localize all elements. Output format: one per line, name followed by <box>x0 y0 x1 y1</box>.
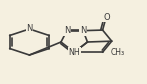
Text: NH: NH <box>68 48 80 57</box>
Text: N: N <box>80 26 86 35</box>
Text: N: N <box>64 26 70 35</box>
Text: CH₃: CH₃ <box>110 48 124 57</box>
Text: N: N <box>26 24 33 34</box>
Text: O: O <box>103 13 110 22</box>
